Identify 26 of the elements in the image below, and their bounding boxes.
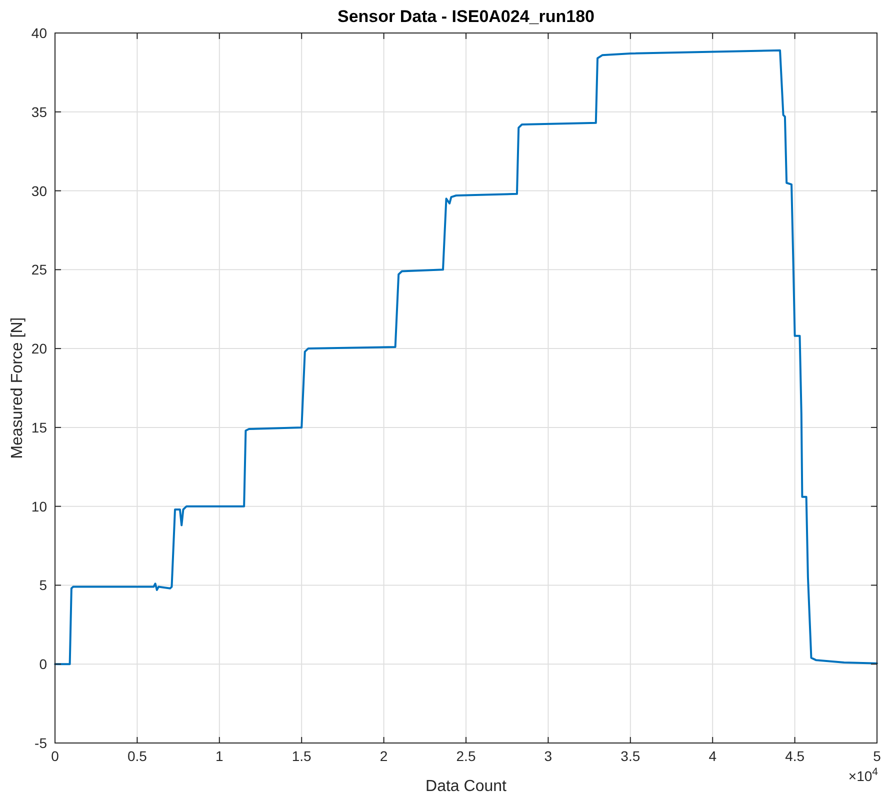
x-tick-label: 1 bbox=[216, 748, 224, 764]
y-tick-label: 0 bbox=[39, 656, 48, 672]
text: ×10$^{4}$ bbox=[848, 766, 878, 784]
x-tick-label: 0 bbox=[51, 748, 60, 764]
line-series bbox=[54, 49, 878, 666]
y-tick-label: 40 bbox=[31, 25, 48, 41]
x-tick-label: 1.5 bbox=[292, 748, 312, 764]
y-tick-label: -5 bbox=[34, 735, 48, 751]
y-tick-label: 20 bbox=[31, 340, 48, 357]
x-tick-label: 3 bbox=[544, 748, 552, 764]
x-tick-label: 3.5 bbox=[620, 748, 640, 764]
y-tick-label: 5 bbox=[39, 577, 48, 594]
x-tick-label: 5 bbox=[873, 748, 882, 764]
x-tick-label: 0.5 bbox=[127, 748, 148, 764]
y-tick-label: 35 bbox=[31, 104, 48, 120]
x-tick-label: 4 bbox=[708, 748, 717, 764]
y-tick-label: 25 bbox=[31, 262, 48, 278]
x-axis-title: Data Count bbox=[426, 778, 508, 795]
y-axis-title: Measured Force [N] bbox=[9, 317, 26, 459]
x-tick-label: 2.5 bbox=[456, 748, 476, 764]
y-tick-label: 30 bbox=[31, 182, 48, 199]
y-tick-label: 15 bbox=[31, 419, 48, 436]
x-tick-label: 2 bbox=[380, 748, 388, 764]
y-tick-label: 10 bbox=[31, 498, 48, 514]
x-tick-label: 4.5 bbox=[785, 748, 805, 764]
chart-title: Sensor Data - ISE0A024_run180 bbox=[337, 7, 595, 26]
